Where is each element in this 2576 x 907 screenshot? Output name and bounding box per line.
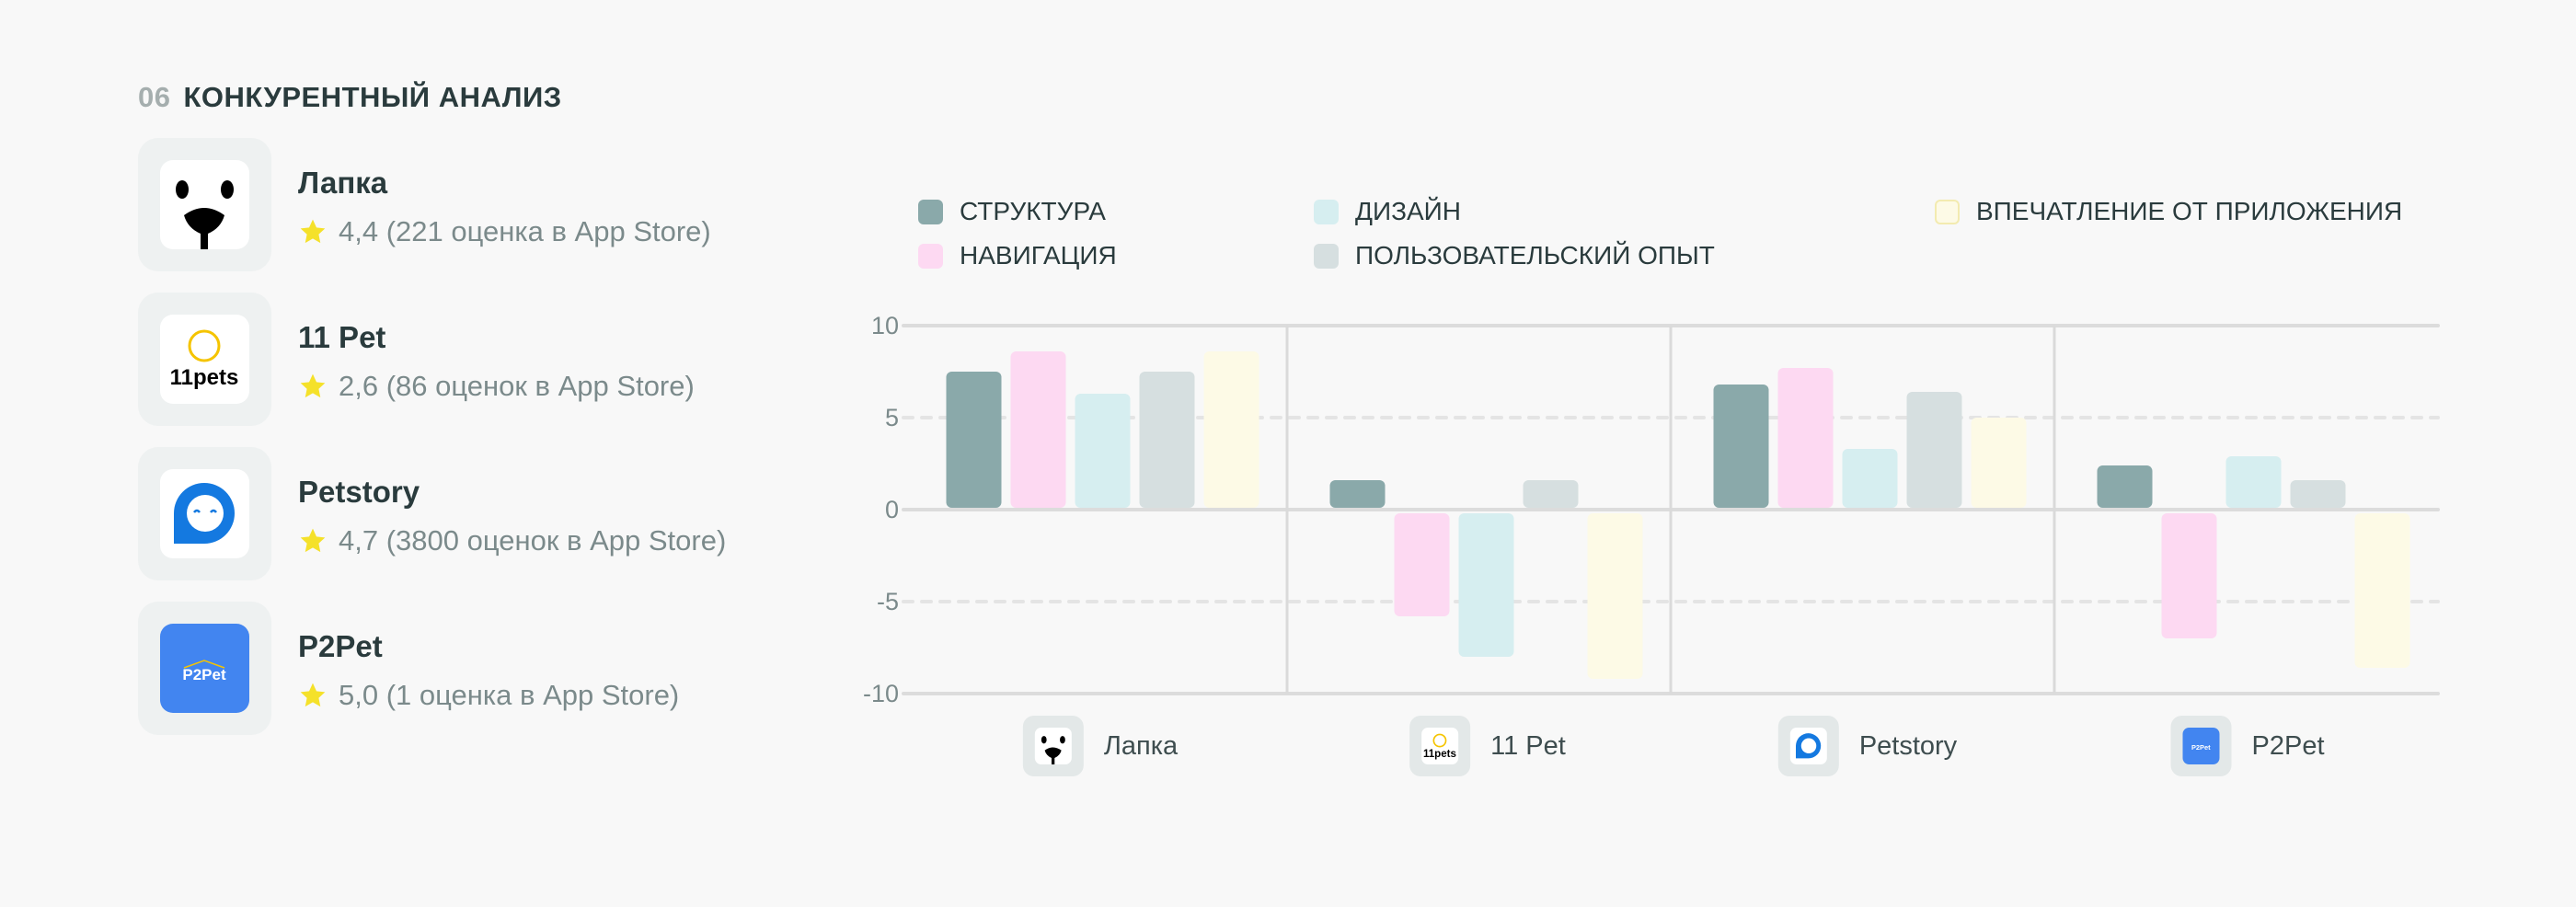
app-card-petstory: Petstory 4,7 (3800 оценок в App Store) xyxy=(138,447,782,580)
bar xyxy=(2225,456,2282,508)
star-icon xyxy=(300,219,326,244)
app-rating: 4,4 (221 оценка в App Store) xyxy=(339,215,711,247)
star-icon xyxy=(300,528,326,553)
y-tick-label: -10 xyxy=(863,680,899,707)
petstory-logo-icon xyxy=(160,469,249,558)
bar xyxy=(2161,513,2217,638)
bar xyxy=(2097,465,2153,508)
bar xyxy=(1203,351,1259,508)
category-label: Petstory xyxy=(1858,730,1958,761)
category-label: P2Pet xyxy=(2251,730,2325,761)
category-label: Лапка xyxy=(1103,730,1179,761)
11pets-logo-icon: 11pets xyxy=(1421,728,1459,764)
section-number: 06 xyxy=(138,81,171,113)
bar xyxy=(1906,392,1962,508)
category-lapka: Лапка xyxy=(1022,716,1179,776)
bar xyxy=(1971,418,2027,508)
category-petstory: Petstory xyxy=(1777,716,1958,776)
app-rating: 4,7 (3800 оценок в App Store) xyxy=(339,524,727,557)
p2pet-logo-icon: P2Pet xyxy=(160,624,249,713)
bar xyxy=(1587,513,1643,679)
y-tick-label: 10 xyxy=(871,312,899,339)
bar xyxy=(1075,394,1131,508)
bar xyxy=(1842,449,1898,508)
legend-item-impression: ВПЕЧАТЛЕНИЕ ОТ ПРИЛОЖЕНИЯ xyxy=(1935,197,2402,226)
app-name: P2Pet xyxy=(298,629,383,663)
category-11pet: 11pets 11 Pet xyxy=(1409,716,1566,776)
legend-label: ПОЛЬЗОВАТЕЛЬСКИЙ ОПЫТ xyxy=(1355,241,1715,270)
star-icon xyxy=(300,683,326,707)
p2pet-logo-text: P2Pet xyxy=(182,666,226,683)
app-name: 11 Pet xyxy=(298,320,386,354)
bar xyxy=(2354,513,2410,668)
app-name: Лапка xyxy=(298,166,388,200)
svg-text:P2Pet: P2Pet xyxy=(2191,743,2211,752)
petstory-logo-icon xyxy=(1789,728,1827,764)
bar xyxy=(1458,513,1514,657)
svg-text:11pets: 11pets xyxy=(1423,749,1456,760)
bar xyxy=(1713,385,1769,508)
star-icon xyxy=(300,373,326,398)
legend-label: СТРУКТУРА xyxy=(960,197,1106,225)
bar xyxy=(2290,480,2346,508)
y-tick-label: 5 xyxy=(885,404,899,431)
legend-item-navigation: НАВИГАЦИЯ xyxy=(918,241,1117,270)
bar xyxy=(1329,480,1386,508)
app-name: Petstory xyxy=(298,475,420,509)
legend-swatch xyxy=(1314,243,1339,269)
y-tick-label: -5 xyxy=(877,588,899,615)
app-card-11pet: 11pets 11 Pet 2,6 (86 оценок в App Store… xyxy=(138,293,782,426)
app-rating: 2,6 (86 оценок в App Store) xyxy=(339,370,695,402)
section-title: КОНКУРЕНТНЫЙ АНАЛИЗ xyxy=(183,81,562,113)
app-card-lapka: Лапка 4,4 (221 оценка в App Store) xyxy=(138,138,782,271)
bar xyxy=(1394,513,1450,616)
11pets-logo-text: 11pets xyxy=(170,365,239,390)
bar xyxy=(946,372,1002,508)
legend-item-structure: СТРУКТУРА xyxy=(918,197,1106,226)
legend-label: ВПЕЧАТЛЕНИЕ ОТ ПРИЛОЖЕНИЯ xyxy=(1976,197,2403,225)
legend-item-design: ДИЗАЙН xyxy=(1314,197,1461,226)
legend-label: ДИЗАЙН xyxy=(1355,197,1462,225)
p2pet-logo-icon: P2Pet xyxy=(2182,728,2220,764)
lapka-logo-icon xyxy=(1034,728,1072,764)
bar xyxy=(1010,351,1066,508)
legend-swatch xyxy=(1314,199,1339,224)
11pets-logo-icon: 11pets xyxy=(160,315,249,404)
bar xyxy=(1139,372,1195,508)
legend-label: НАВИГАЦИЯ xyxy=(960,241,1117,270)
bar xyxy=(1523,480,1579,508)
y-tick-label: 0 xyxy=(885,496,899,523)
lapka-logo-icon xyxy=(160,160,249,249)
legend-swatch xyxy=(918,199,943,224)
category-p2pet: P2Pet P2Pet xyxy=(2170,716,2325,776)
legend-swatch xyxy=(1935,199,1960,224)
legend-swatch xyxy=(918,243,943,269)
app-card-p2pet: P2Pet P2Pet 5,0 (1 оценка в App Store) xyxy=(138,602,782,735)
category-label: 11 Pet xyxy=(1490,730,1566,761)
app-rating: 5,0 (1 оценка в App Store) xyxy=(339,679,680,711)
legend-item-ux: ПОЛЬЗОВАТЕЛЬСКИЙ ОПЫТ xyxy=(1314,241,1715,270)
page-title: 06 КОНКУРЕНТНЫЙ АНАЛИЗ xyxy=(138,81,562,114)
bar xyxy=(1777,368,1834,508)
